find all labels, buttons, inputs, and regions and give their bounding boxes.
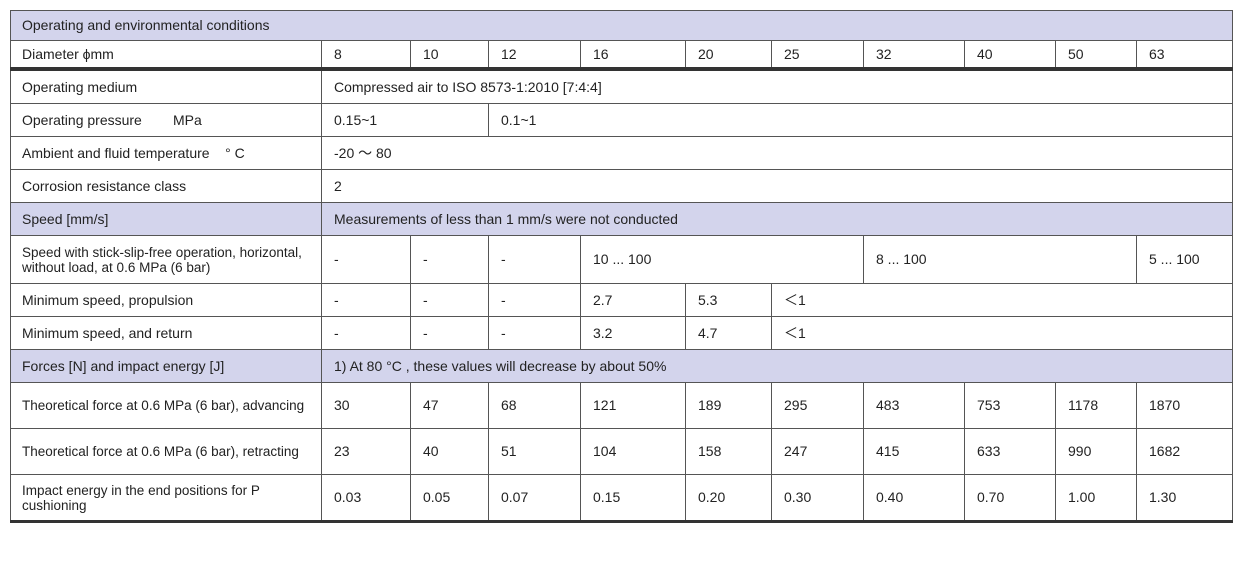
value-cell: 121 [580,382,686,429]
value-cell: -20 ～ 80 [320,136,1234,170]
corrosion-row: Corrosion resistance class 2 [10,169,1234,203]
diameter-cell: 32 [863,40,965,71]
value-cell: 0.20 [685,474,772,523]
value-cell: 295 [771,382,864,429]
value-cell: 4.7 [685,316,772,350]
operating-pressure-row: Operating pressure MPa 0.15~1 0.1~1 [10,103,1234,137]
value-cell: 753 [964,382,1056,429]
table-title: Operating and environmental conditions [9,10,1234,41]
stick-slip-row: Speed with stick-slip-free operation, ho… [10,235,1234,284]
row-label: Operating medium [10,68,322,104]
temperature-row: Ambient and fluid temperature ° C -20 ～ … [10,136,1234,170]
value-cell: 247 [771,428,864,475]
value-cell: 415 [863,428,965,475]
value-cell: ＜1 [770,283,1234,317]
section-label: Forces [N] and impact energy [J] [10,349,322,383]
value-cell: 3.2 [580,316,686,350]
force-retracting-row: Theoretical force at 0.6 MPa (6 bar), re… [10,428,1234,475]
diameter-cell: 8 [321,40,411,71]
value-cell: 68 [488,382,581,429]
diameter-cell: 50 [1055,40,1137,71]
value-cell: 23 [321,428,411,475]
value-cell: 0.40 [863,474,965,523]
row-label: Theoretical force at 0.6 MPa (6 bar), ad… [10,382,322,429]
force-advancing-row: Theoretical force at 0.6 MPa (6 bar), ad… [10,382,1234,429]
row-label: Impact energy in the end positions for P… [10,474,322,523]
value-cell: 0.05 [410,474,489,523]
speed-section-row: Speed [mm/s] Measurements of less than 1… [10,202,1234,236]
value-cell: 633 [964,428,1056,475]
value-cell: 0.1~1 [487,103,1234,137]
value-cell: 5 ... 100 [1135,235,1234,284]
value-cell: 51 [488,428,581,475]
table-title-row: Operating and environmental conditions [9,10,1234,41]
value-cell: 1178 [1055,382,1137,429]
value-cell: - [321,316,411,350]
section-note: Measurements of less than 1 mm/s were no… [320,202,1234,236]
operating-conditions-table: Operating and environmental conditions D… [9,10,1234,523]
diameter-cell: 10 [410,40,489,71]
value-cell: 30 [321,382,411,429]
section-note: 1) At 80 °C , these values will decrease… [320,349,1234,383]
value-cell: - [410,235,489,284]
forces-section-row: Forces [N] and impact energy [J] 1) At 8… [10,349,1234,383]
row-label: Diameter ϕmm [10,40,322,71]
value-cell: - [321,283,411,317]
value-cell: 0.03 [321,474,411,523]
value-cell: - [488,283,581,317]
row-label: Speed with stick-slip-free operation, ho… [10,235,322,284]
row-label: Operating pressure MPa [10,103,322,137]
value-cell: 158 [685,428,772,475]
min-speed-propulsion-row: Minimum speed, propulsion - - - 2.7 5.3 … [10,283,1234,317]
value-cell: 47 [410,382,489,429]
value-cell: - [488,316,581,350]
value-cell: - [410,283,489,317]
diameter-cell: 63 [1135,40,1234,71]
diameter-cell: 25 [771,40,864,71]
diameter-cell: 40 [964,40,1056,71]
value-cell: 1.00 [1055,474,1137,523]
section-label: Speed [mm/s] [10,202,322,236]
row-label: Theoretical force at 0.6 MPa (6 bar), re… [10,428,322,475]
row-label: Minimum speed, and return [10,316,322,350]
value-cell: - [488,235,581,284]
value-cell: 40 [410,428,489,475]
diameter-row: Diameter ϕmm 8 10 12 16 20 25 32 40 50 6… [10,40,1234,71]
value-cell: 990 [1055,428,1137,475]
value-cell: 1682 [1135,428,1234,475]
value-cell: 1870 [1135,382,1234,429]
value-cell: 10 ... 100 [580,235,864,284]
value-cell: 1.30 [1135,474,1234,523]
impact-energy-row: Impact energy in the end positions for P… [10,474,1234,523]
value-cell: 0.30 [771,474,864,523]
diameter-cell: 20 [685,40,772,71]
value-cell: 0.15 [580,474,686,523]
value-cell: 8 ... 100 [863,235,1137,284]
value-cell: - [321,235,411,284]
row-label: Ambient and fluid temperature ° C [10,136,322,170]
row-label: Corrosion resistance class [10,169,322,203]
diameter-cell: 16 [580,40,686,71]
min-speed-return-row: Minimum speed, and return - - - 3.2 4.7 … [10,316,1234,350]
value-cell: 483 [863,382,965,429]
value-cell: Compressed air to ISO 8573-1:2010 [7:4:4… [320,68,1234,104]
value-cell: - [410,316,489,350]
value-cell: 5.3 [685,283,772,317]
value-cell: 0.70 [964,474,1056,523]
operating-medium-row: Operating medium Compressed air to ISO 8… [10,68,1234,104]
value-cell: 2 [320,169,1234,203]
value-cell: 0.15~1 [321,103,489,137]
value-cell: 104 [580,428,686,475]
value-cell: 0.07 [488,474,581,523]
value-cell: 2.7 [580,283,686,317]
value-cell: 189 [685,382,772,429]
diameter-cell: 12 [488,40,581,71]
row-label: Minimum speed, propulsion [10,283,322,317]
value-cell: ＜1 [770,316,1234,350]
